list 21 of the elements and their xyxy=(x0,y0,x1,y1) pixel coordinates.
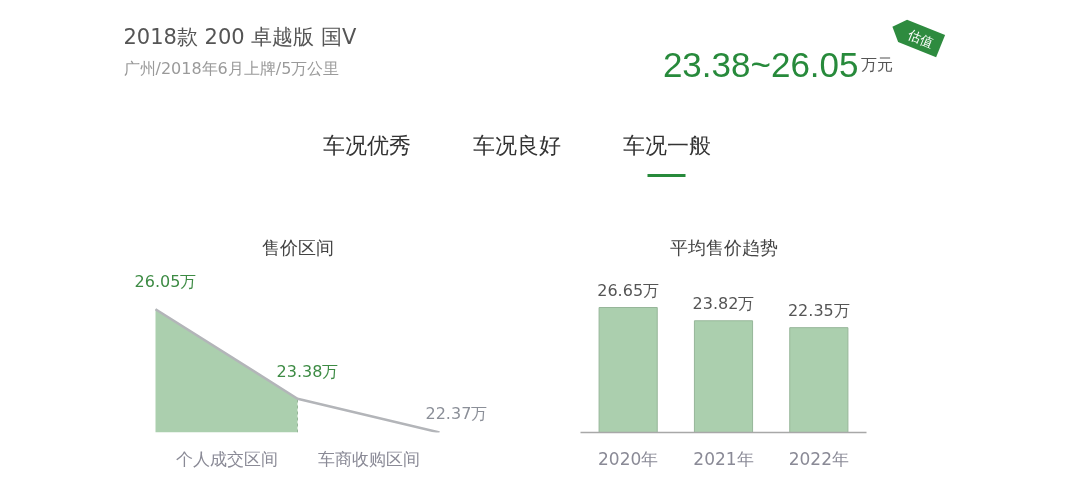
data-label: 26.05万 xyxy=(134,272,197,292)
data-label: 23.38万 xyxy=(276,361,339,381)
chart-title: 平均售价趋势 xyxy=(669,236,778,258)
chart-title: 售价区间 xyxy=(261,236,334,258)
data-label: 22.37万 xyxy=(425,403,488,423)
text: 车况一般 xyxy=(622,133,711,158)
data-label: 26.65万 xyxy=(597,280,660,300)
x-tick-label: 2022年 xyxy=(788,448,849,469)
data-label: 22.35万 xyxy=(787,300,850,320)
data-label: 23.82万 xyxy=(692,293,755,313)
text: 2018款 200 卓越版 国V xyxy=(123,24,358,49)
text: 车况良好 xyxy=(472,133,561,158)
text: 23.38~26.05 xyxy=(662,45,859,84)
text: 万元 xyxy=(860,55,893,74)
text: 广州/2018年6月上牌/5万公里 xyxy=(123,59,340,78)
text: 车况优秀 xyxy=(322,133,411,158)
x-tick-label: 2020年 xyxy=(598,448,659,469)
x-tick-label: 2021年 xyxy=(693,448,754,469)
x-tick-label: 个人成交区间 xyxy=(175,448,278,469)
text: 估值 xyxy=(905,26,936,51)
x-tick-label: 车商收购区间 xyxy=(317,448,420,469)
